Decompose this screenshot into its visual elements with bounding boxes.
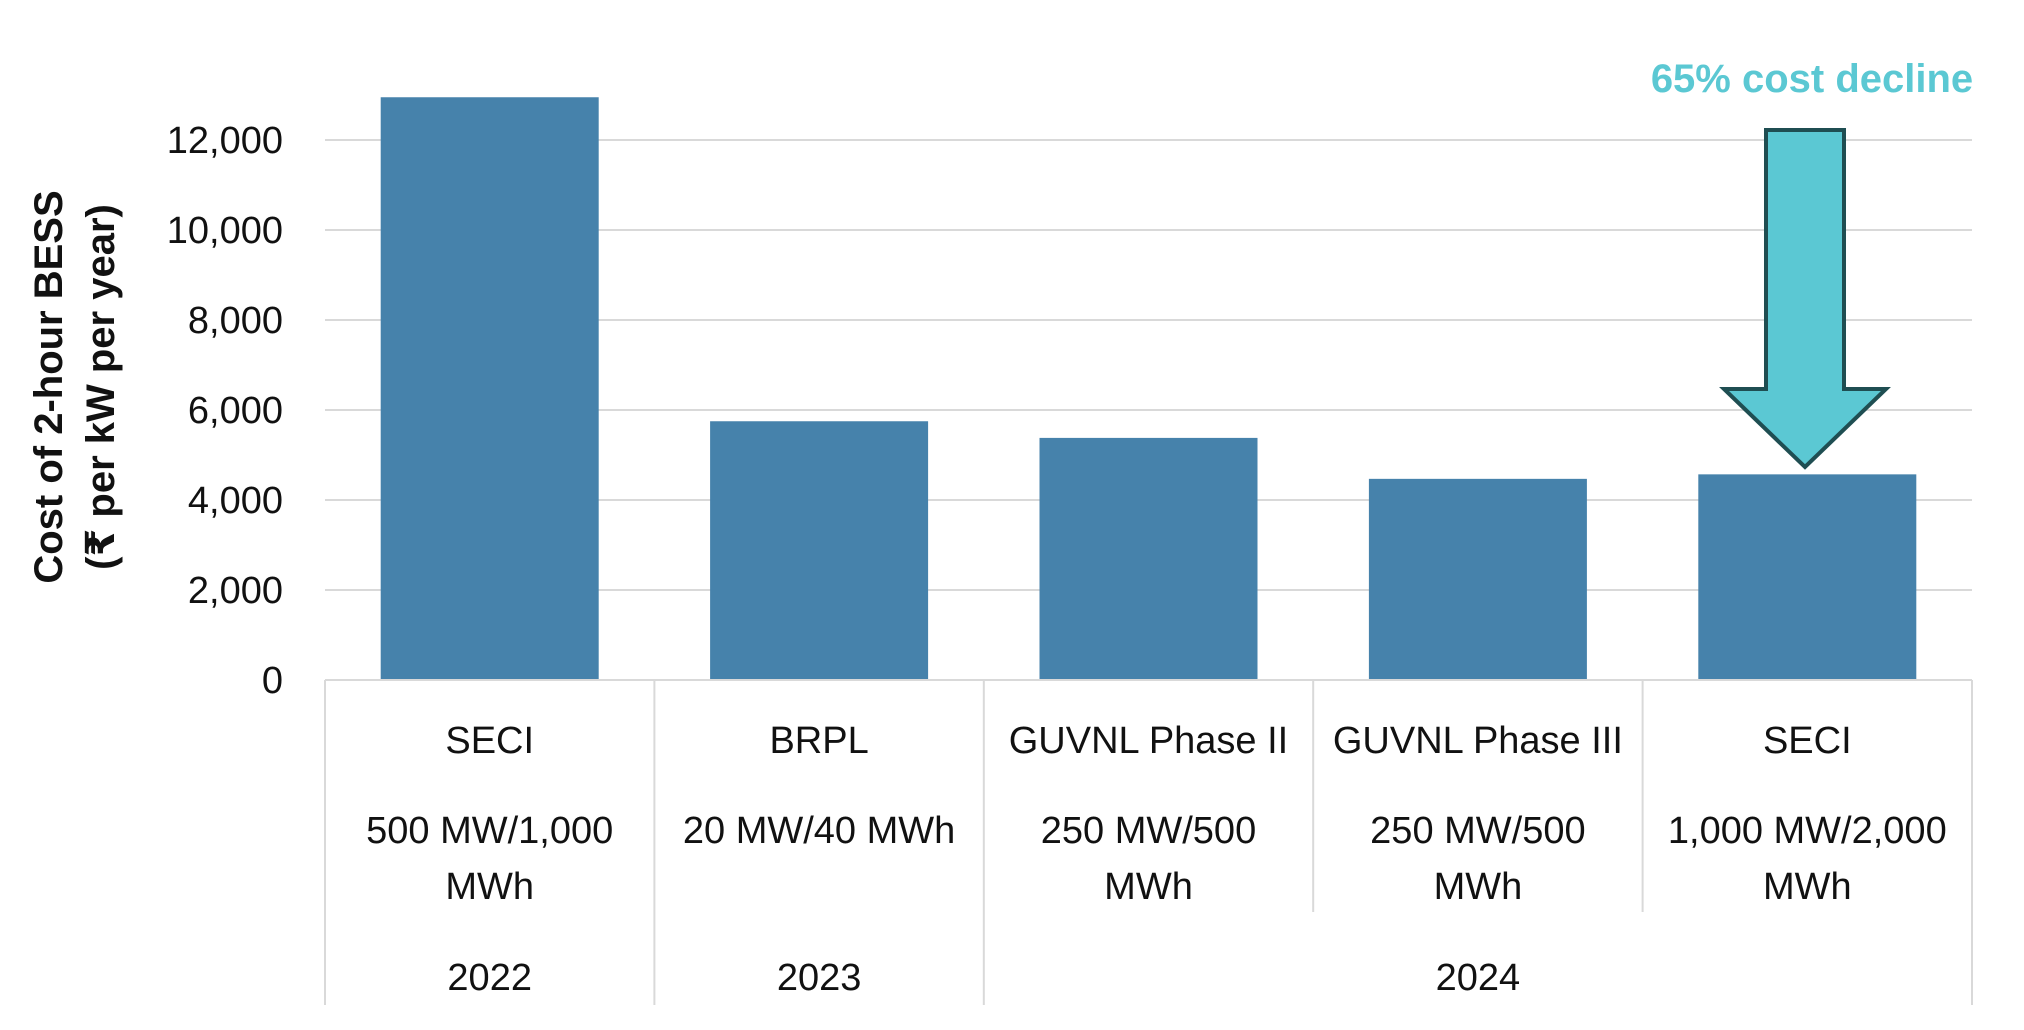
bar <box>1368 478 1587 680</box>
gridlines <box>325 139 1972 591</box>
annotation: 65% cost decline <box>1651 57 1973 470</box>
x-category-capacity: 250 MW/500 <box>1370 810 1585 852</box>
x-category-capacity-unit: MWh <box>445 866 534 908</box>
bar <box>380 97 599 680</box>
x-category-capacity: 20 MW/40 MWh <box>683 810 955 852</box>
annotation-text: 65% cost decline <box>1651 57 1973 101</box>
y-tick-label: 2,000 <box>188 570 283 612</box>
x-category-name: GUVNL Phase III <box>1333 720 1623 762</box>
bars <box>380 97 1917 680</box>
bar <box>1698 474 1917 680</box>
y-axis-title-line2: (₹ per kW per year) <box>79 204 123 570</box>
y-tick-label: 0 <box>262 660 283 702</box>
x-category-capacity-unit: MWh <box>1104 866 1193 908</box>
y-axis-label: Cost of 2-hour BESS (₹ per kW per year) <box>27 190 123 583</box>
x-category-name: SECI <box>445 720 534 762</box>
x-category-name: BRPL <box>769 720 868 762</box>
x-category-capacity: 1,000 MW/2,000 <box>1668 810 1947 852</box>
down-arrow-icon <box>1719 128 1891 470</box>
x-category-name: SECI <box>1763 720 1852 762</box>
y-axis-title: Cost of 2-hour BESS <box>27 190 71 583</box>
x-category-capacity-unit: MWh <box>1434 866 1523 908</box>
y-axis-ticks: 0 2,000 4,000 6,000 8,000 10,000 12,000 <box>167 120 283 702</box>
x-year-label: 2023 <box>777 957 862 999</box>
x-category-capacity: 500 MW/1,000 <box>366 810 613 852</box>
y-tick-label: 6,000 <box>188 390 283 432</box>
y-tick-label: 8,000 <box>188 300 283 342</box>
x-category-name: GUVNL Phase II <box>1009 720 1289 762</box>
x-year-label: 2024 <box>1436 957 1521 999</box>
y-tick-label: 12,000 <box>167 120 283 162</box>
bar <box>710 421 929 680</box>
y-tick-label: 10,000 <box>167 210 283 252</box>
y-tick-label: 4,000 <box>188 480 283 522</box>
x-category-capacity: 250 MW/500 <box>1041 810 1256 852</box>
x-axis: SECI 500 MW/1,000 MWh BRPL 20 MW/40 MWh GUVNL… <box>324 679 1973 1005</box>
bar <box>1039 437 1258 680</box>
x-year-label: 2022 <box>447 957 532 999</box>
x-category-capacity-unit: MWh <box>1763 866 1852 908</box>
